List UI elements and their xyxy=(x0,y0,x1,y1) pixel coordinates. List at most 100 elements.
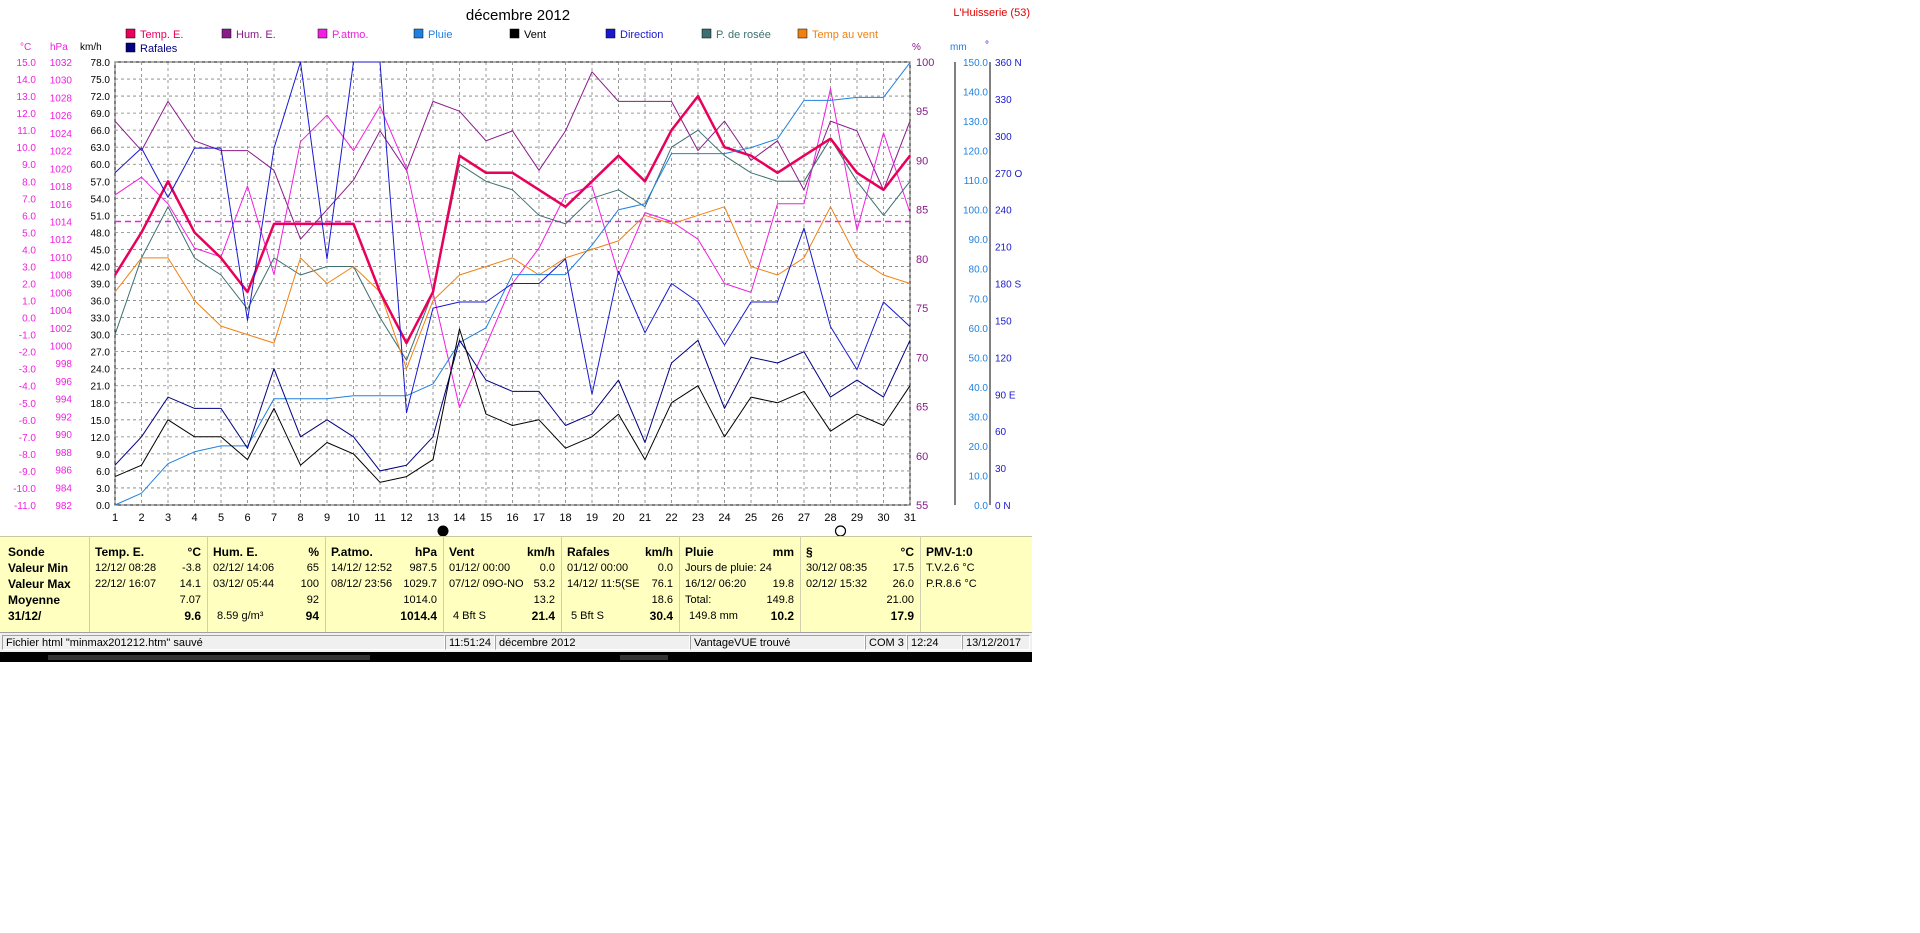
x-tick-label: 23 xyxy=(692,512,704,524)
wind-tick-label: 57.0 xyxy=(91,177,111,188)
rain-current: 10.2 xyxy=(770,609,794,623)
temp-tick-label: 9.0 xyxy=(22,160,36,171)
status-bar: Fichier html "minmax201212.htm" sauvé 11… xyxy=(0,632,1032,652)
rain-axis-unit: mm xyxy=(950,42,967,53)
wind-tick-label: 33.0 xyxy=(91,314,111,325)
temp-tick-label: 12.0 xyxy=(17,109,37,120)
humidity-tick-label: 70 xyxy=(916,352,928,364)
x-tick-label: 10 xyxy=(347,512,359,524)
rain-max-value: 19.8 xyxy=(772,578,794,590)
status-time: 11:51:24 xyxy=(445,635,495,650)
rain-tick-label: 50.0 xyxy=(969,353,989,364)
rain-month-total: 149.8 mm xyxy=(689,610,738,622)
wind-tick-label: 69.0 xyxy=(91,109,111,120)
wind-tick-label: 0.0 xyxy=(96,501,110,512)
stats-col-humidity: Hum. E. % 02/12/ 14:06 65 03/12/ 05:44 1… xyxy=(207,537,326,632)
tv-max-value: 26.0 xyxy=(892,578,914,590)
temp-tick-label: 6.0 xyxy=(22,211,36,222)
humidity-tick-label: 90 xyxy=(916,155,928,167)
temp-tick-label: 13.0 xyxy=(17,92,37,103)
hum-max-time: 03/12/ 05:44 xyxy=(213,578,275,590)
pressure-tick-label: 998 xyxy=(55,359,72,370)
pressure-tick-label: 1024 xyxy=(50,129,73,140)
press-min-time: 14/12/ 12:52 xyxy=(331,562,393,574)
pressure-tick-label: 992 xyxy=(55,412,72,423)
wind-tick-label: 66.0 xyxy=(91,126,111,137)
direction-tick-label: 240 xyxy=(995,206,1012,217)
stats-col-inside-temp: § °C 30/12/ 08:35 17.5 02/12/ 15:32 26.0… xyxy=(800,537,921,632)
wind-max-time: 07/12/ 09O-NO xyxy=(449,578,524,590)
hum-min-value: 65 xyxy=(306,562,319,574)
temp-tick-label: 15.0 xyxy=(17,58,37,69)
temp-header: Temp. E. xyxy=(95,545,145,559)
tv-min-time: 30/12/ 08:35 xyxy=(806,562,868,574)
pressure-tick-label: 990 xyxy=(55,430,72,441)
gust-header: Rafales xyxy=(567,545,610,559)
chart-title: décembre 2012 xyxy=(466,7,570,24)
x-tick-label: 24 xyxy=(718,512,730,524)
temp-tick-label: -8.0 xyxy=(19,450,37,461)
gust-max-time: 14/12/ 11:5(SE xyxy=(567,578,640,590)
rain-total-label: Total: xyxy=(685,594,712,606)
wind-tick-label: 24.0 xyxy=(91,365,111,376)
x-tick-label: 13 xyxy=(427,512,439,524)
press-max-time: 08/12/ 23:56 xyxy=(331,578,393,590)
legend-label-pluie: Pluie xyxy=(428,29,452,41)
temp-tick-label: -4.0 xyxy=(19,382,37,393)
rain-tick-label: 30.0 xyxy=(969,412,989,423)
series-line-hum xyxy=(114,71,911,240)
wind-max-value: 53.2 xyxy=(533,578,555,590)
legend-label-direction: Direction xyxy=(620,29,663,41)
wind-tick-label: 42.0 xyxy=(91,262,111,273)
wind-tick-label: 39.0 xyxy=(91,280,111,291)
press-header: P.atmo. xyxy=(331,545,373,559)
direction-axis-unit: ° xyxy=(985,40,989,51)
pmv-header: PMV-1:0 xyxy=(926,545,973,559)
pressure-tick-label: 1008 xyxy=(50,271,73,282)
hum-header: Hum. E. xyxy=(213,545,258,559)
x-tick-label: 18 xyxy=(559,512,571,524)
taskbar-segment xyxy=(620,655,668,660)
direction-tick-label: 120 xyxy=(995,353,1012,364)
hum-average: 92 xyxy=(306,594,319,606)
temp-tick-label: -9.0 xyxy=(19,467,37,478)
humidity-axis-unit: % xyxy=(912,42,921,53)
pressure-tick-label: 986 xyxy=(55,466,72,477)
pressure-tick-label: 994 xyxy=(55,395,72,406)
stats-row-labels: Sonde Valeur Min Valeur Max Moyenne 31/1… xyxy=(0,537,90,632)
x-tick-label: 1 xyxy=(112,512,118,524)
legend-swatch-tvent xyxy=(797,28,808,39)
rain-max-time: 16/12/ 06:20 xyxy=(685,578,747,590)
pressure-tick-label: 1026 xyxy=(50,111,73,122)
temp-tick-label: -11.0 xyxy=(14,501,36,512)
temp-tick-label: 3.0 xyxy=(22,262,36,273)
wind-axis-unit: km/h xyxy=(80,42,102,53)
tv-max-time: 02/12/ 15:32 xyxy=(806,578,868,590)
gust-min-time: 01/12/ 00:00 xyxy=(567,562,629,574)
x-tick-label: 30 xyxy=(877,512,889,524)
stats-col-pmv: PMV-1:0 T.V.2.6 °C P.R.8.6 °C xyxy=(920,537,1032,632)
wind-tick-label: 3.0 xyxy=(96,484,110,495)
humidity-tick-label: 100 xyxy=(916,57,934,69)
pressure-tick-label: 1012 xyxy=(50,235,73,246)
wind-tick-label: 30.0 xyxy=(91,331,111,342)
temp-tick-label: 8.0 xyxy=(22,177,36,188)
humidity-tick-label: 80 xyxy=(916,254,928,266)
humidity-tick-label: 75 xyxy=(916,303,928,315)
rain-tick-label: 20.0 xyxy=(969,442,989,453)
humidity-tick-label: 85 xyxy=(916,205,928,217)
direction-tick-label: 360 N xyxy=(995,58,1022,69)
temp-tick-label: 10.0 xyxy=(17,143,37,154)
pressure-tick-label: 1032 xyxy=(50,58,73,69)
pressure-tick-label: 1030 xyxy=(50,76,73,87)
direction-tick-label: 150 xyxy=(995,316,1012,327)
status-month: décembre 2012 xyxy=(495,635,690,650)
temp-tick-label: 2.0 xyxy=(22,280,36,291)
row-label-max: Valeur Max xyxy=(8,577,71,591)
station-location: L'Huisserie (53) xyxy=(953,7,1030,19)
hum-min-time: 02/12/ 14:06 xyxy=(213,562,275,574)
wind-unit: km/h xyxy=(526,545,555,559)
temp-unit: °C xyxy=(187,545,201,559)
hum-absolute: 8.59 g/m³ xyxy=(217,610,264,622)
x-tick-label: 17 xyxy=(533,512,545,524)
